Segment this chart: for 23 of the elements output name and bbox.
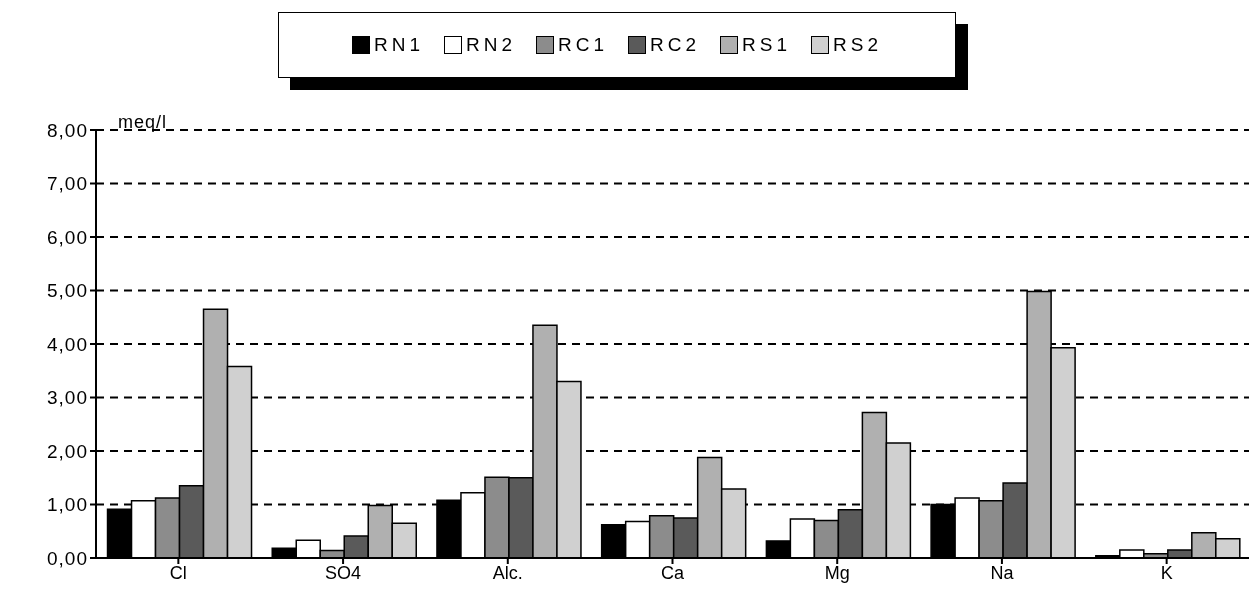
legend-label: RS2 xyxy=(833,34,882,56)
x-tick-label: Na xyxy=(990,562,1015,583)
y-tick-label: 6,00 xyxy=(47,226,88,248)
x-tick-label: Ca xyxy=(660,562,685,583)
y-tick-label: 1,00 xyxy=(47,494,88,516)
y-tick-label: 3,00 xyxy=(47,387,88,409)
legend-label: RS1 xyxy=(742,34,792,56)
legend-label: RN2 xyxy=(466,34,517,56)
y-tick-label: 2,00 xyxy=(47,440,88,462)
y-tick-label: 0,00 xyxy=(47,547,88,569)
y-tick-label: 8,00 xyxy=(47,119,88,141)
legend-label: RN1 xyxy=(374,34,425,56)
y-tick-label: 4,00 xyxy=(47,333,88,355)
y-tick-label: 7,00 xyxy=(47,173,88,195)
x-tick-label: SO4 xyxy=(325,562,362,583)
legend-label: RC2 xyxy=(650,34,701,56)
legend-label: RC1 xyxy=(558,34,609,56)
y-tick-label: 5,00 xyxy=(47,280,88,302)
y-axis-title: meq/l xyxy=(118,112,168,133)
x-tick-label: Alc. xyxy=(492,562,523,583)
x-tick-label: K xyxy=(1160,562,1173,583)
x-tick-label: Cl xyxy=(169,562,187,583)
x-tick-label: Mg xyxy=(824,562,850,583)
